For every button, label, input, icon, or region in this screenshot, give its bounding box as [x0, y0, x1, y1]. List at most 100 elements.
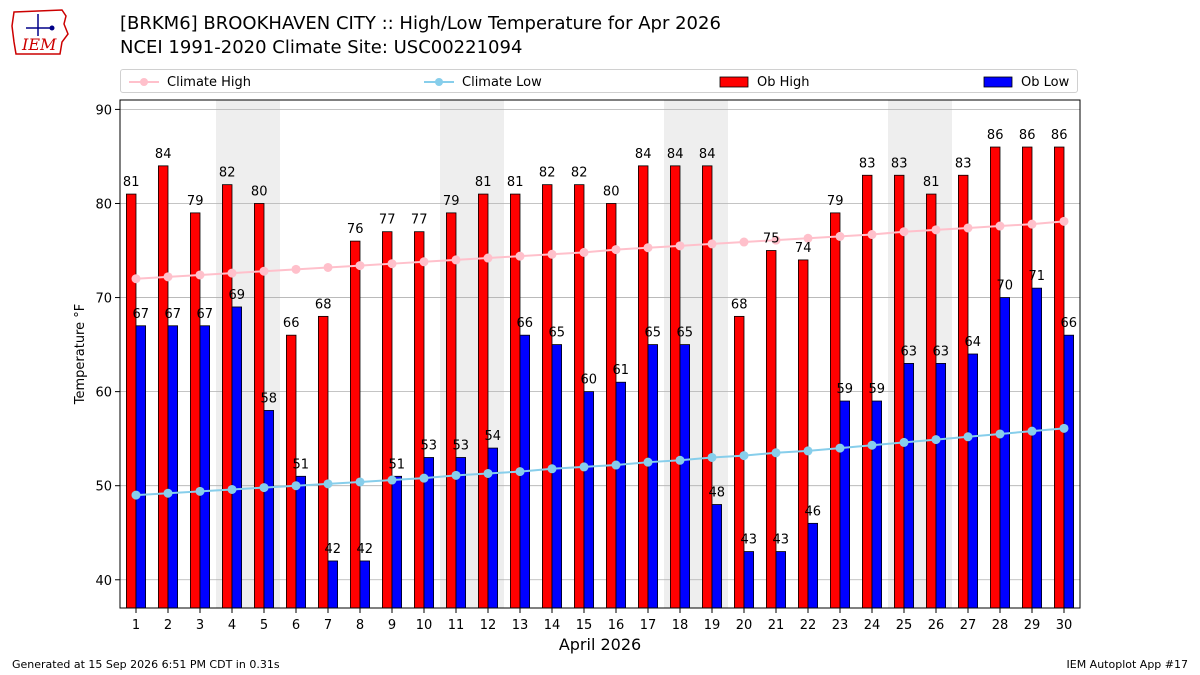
- climate-low-point: [707, 452, 717, 462]
- label-ob-high: 68: [315, 297, 332, 312]
- x-tick-label: 23: [832, 618, 849, 633]
- climate-high-point: [131, 274, 141, 284]
- climate-low-point: [419, 473, 429, 483]
- label-ob-low: 65: [645, 326, 662, 341]
- label-ob-high: 83: [955, 156, 972, 171]
- climate-low-point: [387, 475, 397, 485]
- label-ob-high: 84: [699, 147, 716, 162]
- climate-high-point: [867, 230, 877, 240]
- climate-high-point: [771, 235, 781, 245]
- x-tick-label: 18: [672, 618, 689, 633]
- bar-ob-high: [734, 315, 745, 609]
- label-ob-low: 59: [869, 382, 886, 397]
- footer-app: IEM Autoplot App #17: [1066, 658, 1189, 671]
- climate-high-point: [451, 255, 461, 265]
- climate-high-point: [323, 262, 333, 272]
- chart-title: [BRKM6] BROOKHAVEN CITY :: High/Low Temp…: [120, 12, 721, 60]
- climate-high-point: [579, 247, 589, 257]
- label-ob-low: 60: [581, 373, 598, 388]
- x-axis-label: April 2026: [559, 635, 641, 654]
- bar-ob-high: [1054, 146, 1065, 609]
- bar-ob-low: [263, 410, 275, 609]
- label-ob-low: 43: [773, 533, 790, 548]
- bar-ob-low: [199, 325, 211, 609]
- climate-high-point: [195, 270, 205, 280]
- climate-high-point: [515, 251, 525, 261]
- x-tick-label: 14: [544, 618, 561, 633]
- climate-low-point: [611, 460, 621, 470]
- climate-low-point: [867, 440, 877, 450]
- label-ob-low: 63: [901, 344, 918, 359]
- bar-ob-high: [926, 193, 937, 609]
- x-tick-label: 26: [928, 618, 945, 633]
- climate-low-point: [163, 488, 173, 498]
- x-tick-label: 5: [260, 618, 268, 633]
- climate-low-point: [195, 486, 205, 496]
- bar-ob-high: [670, 165, 681, 609]
- label-ob-high: 86: [987, 128, 1004, 143]
- label-ob-low: 66: [1061, 316, 1078, 331]
- climate-low-point: [291, 481, 301, 491]
- climate-high-point: [675, 241, 685, 251]
- label-ob-low: 53: [453, 438, 470, 453]
- climate-low-point: [771, 448, 781, 458]
- climate-low-point: [675, 455, 685, 465]
- climate-high-point: [643, 243, 653, 253]
- legend-item-ob-low: Ob Low: [983, 73, 1069, 91]
- bar-ob-low: [647, 344, 659, 609]
- climate-high-point: [259, 266, 269, 276]
- x-tick-label: 6: [292, 618, 300, 633]
- label-ob-high: 81: [123, 175, 140, 190]
- bar-ob-low: [327, 560, 339, 609]
- bar-ob-low: [807, 522, 819, 609]
- bar-ob-high: [317, 315, 329, 609]
- label-ob-high: 84: [667, 147, 684, 162]
- legend-ob-low-icon: [983, 76, 1013, 88]
- bar-ob-low: [679, 344, 691, 609]
- bar-ob-low: [775, 551, 787, 609]
- x-tick-label: 7: [324, 618, 332, 633]
- label-ob-low: 53: [421, 438, 438, 453]
- label-ob-low: 61: [613, 363, 630, 378]
- bar-ob-low: [551, 344, 563, 609]
- label-ob-high: 86: [1051, 128, 1068, 143]
- climate-high-line: [135, 220, 1065, 280]
- climate-low-point: [643, 457, 653, 467]
- label-ob-low: 64: [965, 335, 982, 350]
- legend-label-climate-high: Climate High: [167, 74, 252, 90]
- climate-low-point: [931, 435, 941, 445]
- bar-ob-low: [583, 391, 595, 609]
- legend-item-climate-high: Climate High: [129, 73, 251, 91]
- bar-ob-high: [766, 250, 777, 609]
- climate-low-point: [579, 462, 589, 472]
- y-tick-label: 80: [95, 197, 112, 212]
- bar-ob-low: [455, 457, 467, 609]
- bar-ob-high: [381, 231, 393, 609]
- label-ob-high: 81: [923, 175, 940, 190]
- bar-ob-high: [126, 193, 137, 609]
- climate-low-point: [451, 470, 461, 480]
- bar-ob-low: [231, 306, 243, 609]
- label-ob-high: 80: [251, 184, 268, 199]
- x-tick-label: 27: [960, 618, 977, 633]
- label-ob-low: 42: [325, 542, 342, 557]
- x-tick-label: 21: [768, 618, 785, 633]
- label-ob-high: 84: [155, 147, 172, 162]
- label-ob-high: 83: [891, 156, 908, 171]
- label-ob-low: 59: [837, 382, 854, 397]
- label-ob-high: 79: [827, 194, 844, 209]
- bar-ob-high: [221, 184, 233, 609]
- bar-ob-high: [445, 212, 457, 609]
- climate-high-point: [1027, 219, 1037, 229]
- iowa-outline-icon: [11, 9, 69, 55]
- bar-ob-high: [798, 259, 809, 609]
- label-ob-low: 66: [517, 316, 534, 331]
- climate-low-point: [1059, 423, 1069, 433]
- iem-logo: IEM: [11, 9, 69, 55]
- label-ob-high: 79: [187, 194, 204, 209]
- legend-item-climate-low: Climate Low: [424, 73, 542, 91]
- climate-high-point: [387, 259, 397, 269]
- bar-ob-high: [830, 212, 841, 609]
- label-ob-high: 77: [379, 213, 396, 228]
- bar-ob-low: [967, 353, 979, 609]
